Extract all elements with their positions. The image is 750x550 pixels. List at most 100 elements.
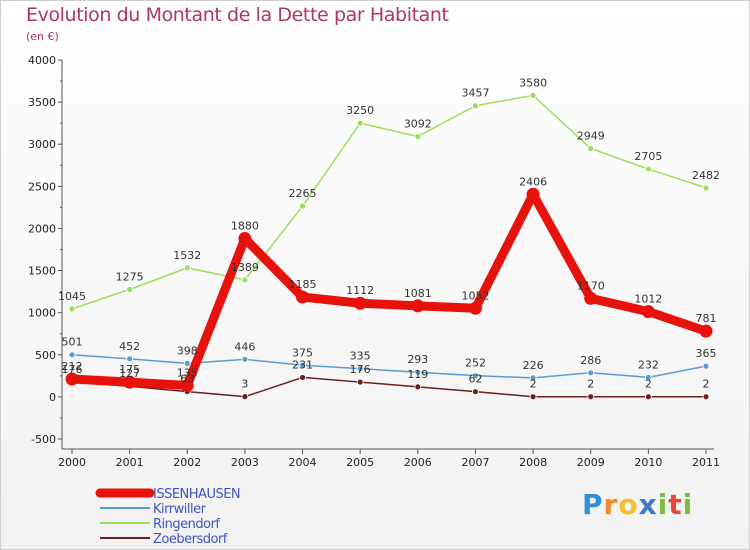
- y-tick-label: -500: [31, 433, 56, 446]
- data-point-ringendorf: [529, 91, 537, 99]
- data-point-ringendorf: [299, 202, 306, 210]
- data-point-ringendorf: [356, 119, 364, 127]
- data-label-ringendorf: 3580: [519, 76, 547, 89]
- data-point-kirrwiller: [183, 359, 191, 367]
- x-tick-label: 2000: [58, 456, 86, 469]
- x-tick-label: 2008: [519, 456, 547, 469]
- data-point-issenhausen: [468, 301, 482, 315]
- data-point-kirrwiller: [644, 373, 652, 381]
- x-tick-label: 2007: [461, 456, 489, 469]
- x-tick-label: 2005: [346, 456, 374, 469]
- data-point-zoebersdorf: [414, 383, 422, 391]
- data-label-issenhausen: 175: [119, 363, 140, 376]
- data-label-kirrwiller: 365: [696, 347, 717, 360]
- data-label-issenhausen: 781: [696, 312, 717, 325]
- legend-label-ringendorf: Ringendorf: [153, 517, 220, 532]
- series-line-issenhausen: [67, 189, 711, 391]
- data-point-zoebersdorf: [356, 378, 364, 386]
- data-point-zoebersdorf: [241, 393, 249, 401]
- series-lines: [67, 94, 711, 398]
- data-label-kirrwiller: 375: [292, 346, 313, 359]
- data-point-issenhausen: [65, 372, 79, 386]
- data-label-ringendorf: 2265: [289, 187, 317, 200]
- x-tick-label: 2003: [231, 456, 259, 469]
- y-tick-label: 500: [35, 349, 56, 362]
- data-point-ringendorf: [702, 184, 710, 192]
- data-label-issenhausen: 1170: [577, 279, 605, 292]
- data-point-ringendorf: [183, 264, 191, 272]
- data-label-zoebersdorf: 2: [645, 378, 652, 391]
- y-tick-label: 1500: [28, 265, 56, 278]
- y-tick-label: 2500: [28, 180, 56, 193]
- data-point-kirrwiller: [414, 368, 422, 376]
- x-tick-label: 2001: [116, 456, 144, 469]
- data-point-zoebersdorf: [299, 374, 306, 381]
- data-label-kirrwiller: 286: [580, 354, 601, 367]
- data-labels: 212 175 135 1880 1185 1112 1081 1052 2406 1170 101…: [58, 76, 720, 390]
- data-label-kirrwiller: 335: [350, 350, 371, 363]
- legend-label-zoebersdorf: Zoebersdorf: [153, 532, 228, 547]
- data-label-zoebersdorf: 62: [468, 373, 482, 386]
- data-point-kirrwiller: [68, 351, 76, 359]
- y-tick-label: 4000: [28, 54, 56, 67]
- series-line-kirrwiller: [71, 353, 707, 379]
- data-label-issenhausen: 1012: [634, 293, 662, 306]
- data-point-kirrwiller: [126, 355, 134, 363]
- y-tick-label: 2000: [28, 222, 56, 235]
- x-tick-label: 2010: [634, 456, 662, 469]
- data-label-issenhausen: 1052: [461, 289, 489, 302]
- data-label-zoebersdorf: 2: [587, 378, 594, 391]
- data-point-kirrwiller: [299, 361, 306, 369]
- proxiti-logo: Proxiti: [582, 488, 694, 521]
- data-label-zoebersdorf: 63: [180, 373, 194, 386]
- data-label-kirrwiller: 226: [523, 359, 544, 372]
- data-label-zoebersdorf: 2: [703, 378, 710, 391]
- data-label-kirrwiller: 501: [62, 336, 83, 349]
- data-label-ringendorf: 1275: [116, 271, 144, 284]
- legend-label-kirrwiller: Kirrwiller: [153, 502, 207, 517]
- chart-title: Evolution du Montant de la Dette par Hab…: [26, 4, 449, 26]
- data-label-zoebersdorf: 127: [119, 367, 140, 380]
- axes: -500 0 500 1000 1500 2000 2500 3000 3500 4000 2000…: [28, 54, 720, 469]
- data-label-issenhausen: 1880: [231, 220, 259, 233]
- data-point-ringendorf: [644, 165, 652, 173]
- data-point-issenhausen: [123, 375, 137, 389]
- data-label-ringendorf: 1532: [173, 249, 201, 262]
- data-point-ringendorf: [587, 145, 595, 152]
- data-label-kirrwiller: 398: [177, 344, 198, 357]
- data-point-issenhausen: [353, 296, 367, 310]
- data-point-zoebersdorf: [472, 388, 479, 396]
- data-point-kirrwiller: [529, 374, 537, 382]
- y-tick-label: 3500: [28, 96, 56, 109]
- data-point-kirrwiller: [356, 365, 364, 373]
- data-label-kirrwiller: 293: [407, 353, 428, 366]
- chart-subtitle: (en €): [26, 30, 59, 43]
- data-point-issenhausen: [584, 291, 598, 305]
- data-point-kirrwiller: [241, 355, 249, 363]
- data-point-issenhausen: [411, 299, 425, 313]
- data-label-zoebersdorf: 231: [292, 358, 313, 371]
- data-label-zoebersdorf: 2: [530, 378, 537, 391]
- data-label-ringendorf: 1045: [58, 290, 86, 303]
- data-point-issenhausen: [699, 324, 713, 338]
- data-label-issenhausen: 1185: [289, 278, 317, 291]
- data-label-issenhausen: 2406: [519, 175, 547, 188]
- data-point-zoebersdorf: [644, 393, 652, 401]
- data-label-ringendorf: 3092: [404, 117, 432, 130]
- data-point-ringendorf: [241, 276, 249, 284]
- series-points: [65, 91, 713, 401]
- data-label-zoebersdorf: 176: [350, 363, 371, 376]
- data-label-zoebersdorf: 119: [407, 368, 428, 381]
- x-tick-label: 2002: [173, 456, 201, 469]
- data-label-zoebersdorf: 176: [62, 363, 83, 376]
- data-point-ringendorf: [472, 102, 479, 110]
- data-label-kirrwiller: 252: [465, 357, 486, 370]
- data-label-kirrwiller: 452: [119, 340, 140, 353]
- series-line-zoebersdorf: [71, 376, 707, 398]
- data-point-kirrwiller: [702, 362, 710, 370]
- legend: ISSENHAUSENKirrwillerRingendorfZoebersdo…: [95, 487, 241, 547]
- data-label-zoebersdorf: 3: [241, 378, 248, 391]
- x-tick-label: 2006: [404, 456, 432, 469]
